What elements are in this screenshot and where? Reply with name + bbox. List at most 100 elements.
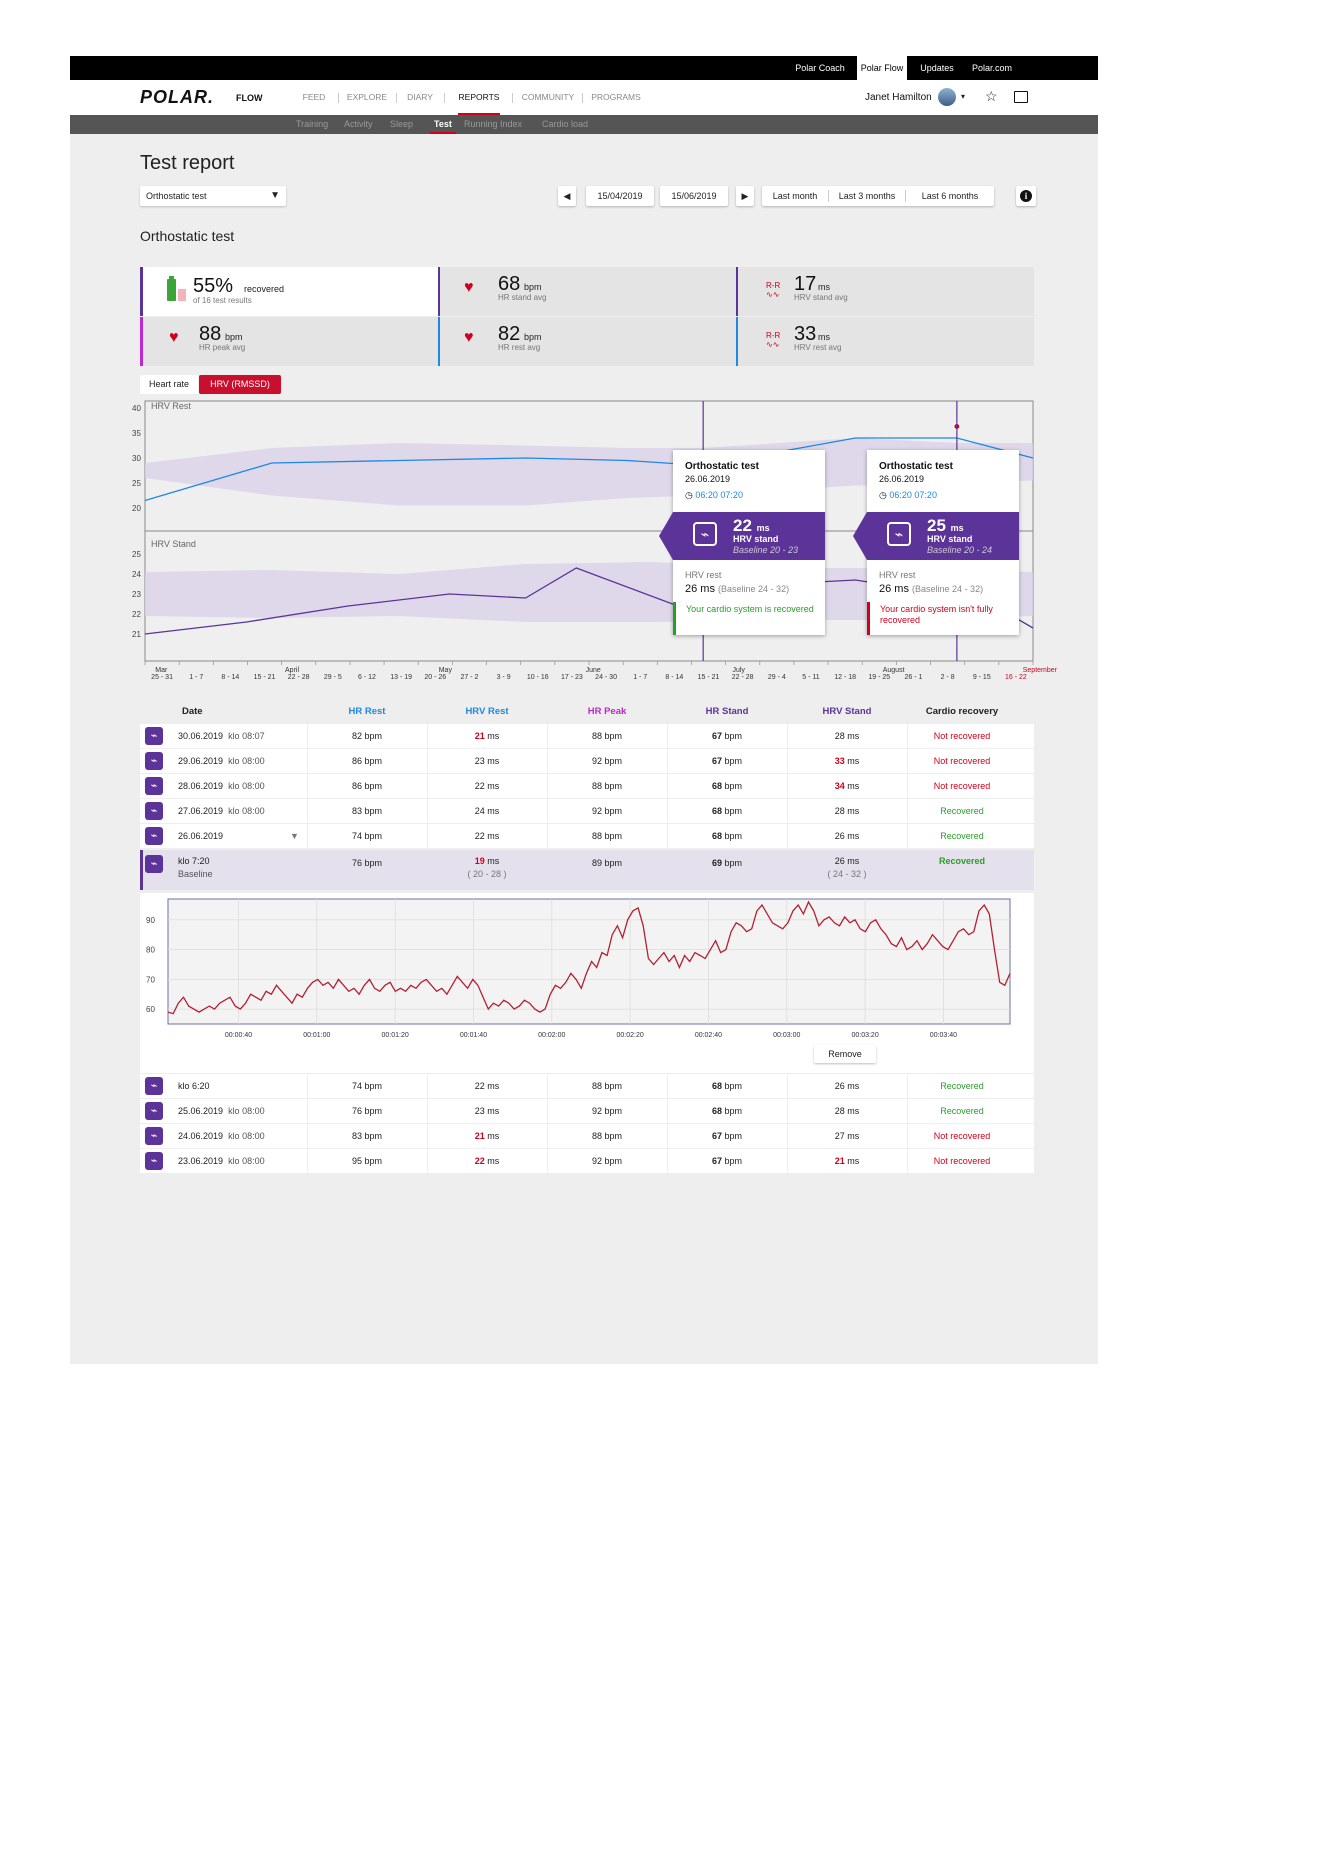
row-hr-stand: 67 bpm	[667, 1124, 787, 1148]
page-title: Test report	[140, 152, 235, 174]
range-divider	[828, 190, 829, 202]
chevron-down-icon[interactable]: ▾	[961, 92, 966, 101]
row-date: klo 6:20	[178, 1074, 215, 1098]
x-week-label: 6 - 12	[358, 674, 376, 681]
row-hrv-rest-value: 23	[474, 1106, 485, 1116]
last-3-months-button[interactable]: Last 3 months	[838, 191, 896, 201]
cell-divider	[307, 1124, 308, 1148]
hrv-rmssd-toggle[interactable]: HRV (RMSSD)	[199, 375, 281, 394]
table-row[interactable]: ⌁ 29.06.2019 klo 08:00 86 bpm 23 ms 92 bpm 67…	[140, 749, 1034, 773]
next-period-button[interactable]: ▶	[736, 186, 754, 206]
hr-x-tick-label: 00:02:40	[695, 1032, 722, 1039]
tooltip-status-note: Your cardio system isn't fully recovered	[867, 602, 1015, 635]
nav-item-feed[interactable]: FEED	[302, 92, 326, 102]
cell-divider	[667, 1099, 668, 1123]
remove-button[interactable]: Remove	[814, 1045, 876, 1063]
subnav-training[interactable]: Training	[296, 119, 329, 129]
test-type-select[interactable]: Orthostatic test ▼	[140, 186, 286, 206]
row-hr-stand-value: 67	[711, 1156, 722, 1166]
table-row[interactable]: ⌁ 27.06.2019 klo 08:00 83 bpm 24 ms 92 bpm 68…	[140, 799, 1034, 823]
x-week-label: 1 - 7	[633, 674, 647, 681]
row-date: 24.06.2019 klo 08:00	[178, 1124, 265, 1148]
subnav-test[interactable]: Test	[430, 115, 456, 134]
battery-cap	[169, 276, 174, 279]
row-date-value: 27.06.2019	[178, 806, 224, 816]
table-row[interactable]: ⌁ 28.06.2019 klo 08:00 86 bpm 22 ms 88 bpm 68…	[140, 774, 1034, 798]
subnav-running-index[interactable]: Running Index	[464, 119, 523, 129]
unit-label: bpm	[724, 806, 743, 816]
nav-item-reports[interactable]: REPORTS	[458, 80, 500, 115]
y-tick-label: 23	[132, 590, 141, 599]
polar-coach-link[interactable]: Polar Coach	[795, 63, 845, 73]
nav-item-programs[interactable]: PROGRAMS	[591, 92, 641, 102]
user-name[interactable]: Janet Hamilton	[865, 92, 932, 103]
row-hr-peak: 88 bpm	[591, 831, 623, 841]
table-row[interactable]: ⌁ 30.06.2019 klo 08:07 82 bpm 21 ms 88 bpm 67…	[140, 724, 1034, 748]
row-hr-stand: 67 bpm	[667, 724, 787, 748]
cell-divider	[787, 799, 788, 823]
subnav-sleep[interactable]: Sleep	[390, 119, 414, 129]
unit-label: bpm	[724, 731, 743, 741]
previous-period-button[interactable]: ◀	[558, 186, 576, 206]
row-time-value: klo 08:00	[228, 1156, 265, 1166]
last-month-button[interactable]: Last month	[772, 191, 818, 201]
unit-label: bpm	[724, 756, 743, 766]
hr-peak-unit: bpm	[225, 332, 243, 342]
row-hrv-stand-value: 28	[834, 1106, 845, 1116]
tooltip-hrv-rest-value: 26 ms (Baseline 24 - 32)	[879, 583, 983, 595]
row-date-value: 25.06.2019	[178, 1106, 224, 1116]
subnav-cardio-load[interactable]: Cardio load	[542, 119, 589, 129]
star-icon[interactable]: ☆	[985, 88, 998, 104]
cell-divider	[427, 1124, 428, 1148]
info-button[interactable]: i	[1016, 186, 1036, 206]
polar-logo[interactable]: POLAR.	[140, 87, 215, 107]
row-recovery-status: Recovered	[940, 1081, 984, 1091]
table-row[interactable]: ⌁ klo 6:20 74 bpm 22 ms 88 bpm 68 bpm 26 ms Re…	[140, 1074, 1034, 1098]
orthostatic-test-icon: ⌁	[145, 855, 163, 873]
table-row[interactable]: ⌁ 24.06.2019 klo 08:00 83 bpm 21 ms 88 bpm 67…	[140, 1124, 1034, 1148]
row-date: 28.06.2019 klo 08:00	[178, 774, 265, 798]
chevron-down-icon[interactable]: ▼	[290, 831, 299, 841]
row-recovery-status: Recovered	[940, 1106, 984, 1116]
cell-divider	[667, 724, 668, 748]
unit-label: ms	[487, 831, 500, 841]
updates-link[interactable]: Updates	[920, 63, 954, 73]
last-6-months-button[interactable]: Last 6 months	[921, 191, 979, 201]
cell-divider	[427, 1099, 428, 1123]
polar-flow-link[interactable]: Polar Flow	[857, 56, 907, 80]
unit-label: ms	[487, 756, 500, 766]
date-from-field[interactable]: 15/04/2019	[586, 186, 654, 206]
row-recovery-status: Recovered	[940, 831, 984, 841]
subnav-activity[interactable]: Activity	[344, 119, 373, 129]
orthostatic-test-icon: ⌁	[145, 1127, 163, 1145]
nav-item-explore[interactable]: EXPLORE	[346, 92, 388, 102]
avatar[interactable]	[938, 88, 956, 106]
tooltip-baseline: Baseline 20 - 24	[927, 545, 993, 555]
hr-detail-chart: 60 70 80 90 00:00:40 00:01:00 00:01:20 00:01:40…	[146, 898, 1011, 1039]
orthostatic-test-icon: ⌁	[145, 1102, 163, 1120]
clock-icon: ◷	[685, 490, 693, 500]
unit-label: ms	[847, 1156, 860, 1166]
nav-separator	[444, 93, 445, 103]
tooltip-hrv-stand-value: 22 ms	[733, 516, 770, 536]
col-header-date: Date	[182, 706, 203, 717]
tooltip-hrv-rest-baseline: (Baseline 24 - 32)	[912, 584, 984, 594]
expanded-hr-rest: 76 bpm	[351, 858, 383, 868]
polar-com-link[interactable]: Polar.com	[971, 63, 1013, 73]
row-hrv-rest-value: 21	[474, 731, 485, 741]
chat-icon[interactable]	[1014, 91, 1028, 103]
heart-rate-toggle[interactable]: Heart rate	[140, 375, 198, 394]
expanded-row[interactable]: ⌁ klo 7:20 Baseline 76 bpm 19 ms ( 20 - …	[140, 850, 1034, 890]
nav-item-community[interactable]: COMMUNITY	[521, 92, 575, 102]
nav-item-diary[interactable]: DIARY	[407, 92, 433, 102]
table-row[interactable]: ⌁ 26.06.2019 ▼ 74 bpm 22 ms 88 bpm 68 bpm 26 m…	[140, 824, 1034, 848]
table-row[interactable]: ⌁ 23.06.2019 klo 08:00 95 bpm 22 ms 92 bpm 67…	[140, 1149, 1034, 1173]
row-hrv-stand-value: 34	[834, 781, 845, 791]
cell-divider	[547, 1074, 548, 1098]
sub-nav: Training Activity Sleep Test Running Ind…	[70, 115, 1098, 134]
date-to-field[interactable]: 15/06/2019	[660, 186, 728, 206]
cell-divider	[907, 1124, 908, 1148]
table-row[interactable]: ⌁ 25.06.2019 klo 08:00 76 bpm 23 ms 92 bpm 68…	[140, 1099, 1034, 1123]
cell-divider	[667, 1074, 668, 1098]
cell-divider	[667, 774, 668, 798]
